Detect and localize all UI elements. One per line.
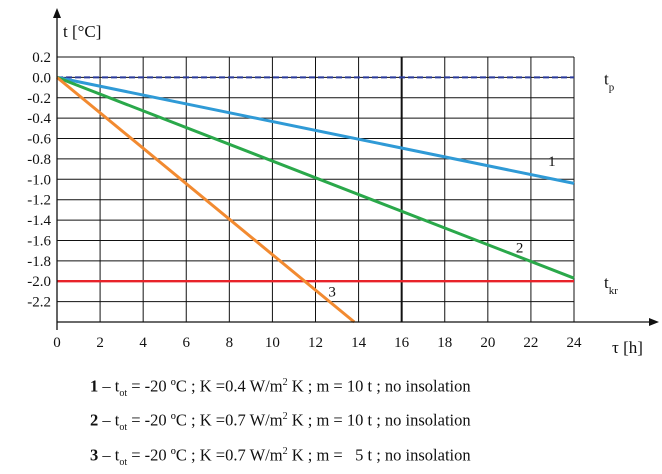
legend-t-value: = -20 ºC	[131, 376, 187, 396]
y-tick-label: -2.0	[27, 274, 51, 290]
legend-k-tail: K	[291, 410, 304, 430]
x-tick-label: 8	[226, 335, 234, 351]
curve-label-3: 3	[328, 285, 336, 301]
legend-num: 1	[90, 376, 99, 396]
legend-item-2: 2 – tot = -20 ºC ; K =0.7 W/m2 K ; m = 1…	[90, 410, 471, 434]
grid	[57, 56, 575, 322]
curve-label-1: 1	[548, 154, 556, 170]
x-axis-arrow	[649, 318, 659, 326]
y-tick-label: -0.8	[27, 152, 51, 168]
series-lines	[56, 75, 575, 324]
legend-k-sup: 2	[282, 411, 288, 423]
series-line-1	[56, 75, 575, 185]
legend-tail: no insolation	[384, 376, 471, 396]
x-tick-label: 4	[139, 335, 147, 351]
y-tick-label: -1.2	[27, 193, 51, 209]
legend-k-text: K =0.4 W/m	[199, 376, 283, 396]
series-line-3	[56, 76, 356, 324]
curve-label-2: 2	[516, 241, 524, 257]
y-tick-label: 0.2	[32, 50, 51, 66]
series-line-2	[56, 75, 575, 280]
x-tick-label: 20	[480, 335, 495, 351]
y-axis-title: t [°C]	[63, 22, 101, 41]
x-tick-label: 6	[183, 335, 191, 351]
x-axis-title: τ [h]	[612, 338, 643, 357]
x-tick-label: 0	[53, 335, 61, 351]
x-tick-label: 22	[523, 335, 538, 351]
y-tick-label: -0.2	[27, 91, 51, 107]
y-tick-label: -0.4	[27, 111, 51, 127]
x-tick-label: 14	[351, 335, 367, 351]
legend-item-1: 1 – tot = -20 ºC ; K =0.4 W/m2 K ; m = 1…	[90, 376, 471, 399]
x-tick-label: 10	[265, 335, 280, 351]
y-axis-arrow	[53, 8, 61, 18]
x-tick-label: 16	[394, 335, 410, 351]
legend-t-value: = -20 ºC	[131, 410, 187, 430]
legend-k-sup: 2	[282, 377, 288, 388]
legend-k-text: K =0.7 W/m	[199, 445, 283, 465]
axes	[53, 8, 659, 330]
legend-t-sub: ot	[119, 456, 128, 468]
legend-m-text: m = 10 t	[316, 410, 373, 430]
legend-item-3: 3 – tot = -20 ºC ; K =0.7 W/m2 K ; m = 5…	[90, 445, 471, 468]
legend-t-value: = -20 ºC	[131, 445, 187, 465]
y-tick-label: -1.0	[27, 172, 51, 188]
y-tick-label: -2.2	[27, 295, 51, 311]
legend-m-text: m = 5 t	[316, 445, 373, 465]
x-tick-label: 12	[308, 335, 323, 351]
legend: 1 – tot = -20 ºC ; K =0.4 W/m2 K ; m = 1…	[90, 371, 660, 474]
reference-label-kr: tkr	[604, 273, 618, 297]
tick-labels: 0 2 4 6 8 10 12 14 16 18 20 22 240.20.0-0.2-0.4-0.6-…	[27, 50, 582, 351]
legend-k-tail: K	[291, 376, 304, 396]
legend-t-sub: ot	[119, 422, 128, 434]
legend-num: 3	[90, 445, 99, 465]
y-tick-label: -1.8	[27, 254, 51, 270]
reference-label-p: tp	[604, 69, 615, 93]
legend-t-symbol: t	[114, 410, 120, 430]
legend-num: 2	[90, 410, 99, 430]
legend-k-tail: K	[291, 445, 304, 465]
legend-tail: no insolation	[384, 445, 471, 465]
reference-lines: tp tkr	[57, 69, 618, 297]
legend-t-sub: ot	[119, 387, 128, 399]
legend-m-text: m = 10 t	[316, 376, 373, 396]
x-tick-label: 18	[437, 335, 452, 351]
y-tick-label: -0.6	[27, 132, 51, 148]
legend-tail: no insolation	[384, 410, 471, 430]
legend-k-sup: 2	[282, 445, 288, 457]
legend-k-text: K =0.7 W/m	[199, 410, 283, 430]
y-tick-label: 0.0	[32, 70, 51, 86]
y-tick-label: -1.4	[27, 213, 51, 229]
y-tick-label: -1.6	[27, 233, 51, 249]
x-tick-label: 2	[96, 335, 104, 351]
labels: t [°C] τ [h] 123	[63, 22, 643, 357]
legend-t-symbol: t	[114, 376, 120, 396]
x-tick-label: 24	[567, 335, 583, 351]
